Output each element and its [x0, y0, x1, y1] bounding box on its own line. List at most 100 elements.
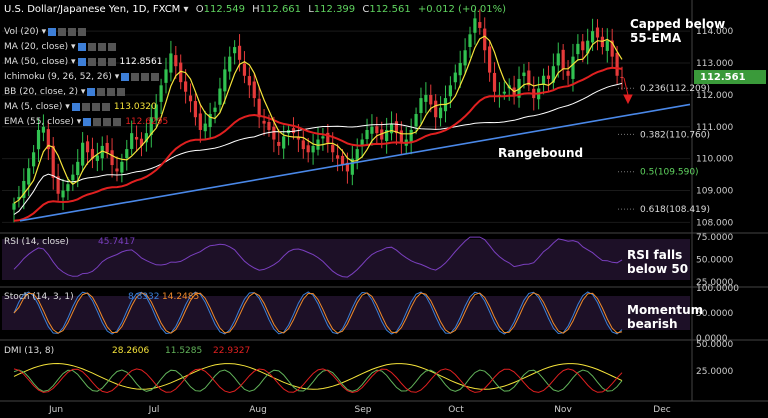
source-icon[interactable]: [91, 102, 100, 111]
candle-body: [336, 155, 340, 159]
indicator-label: Vol (20) ▾: [4, 27, 47, 37]
visibility-icon[interactable]: [83, 117, 92, 126]
annotation-capped: Capped below 55-EMA: [630, 17, 725, 45]
close-icon[interactable]: [107, 42, 116, 51]
source-icon[interactable]: [97, 42, 106, 51]
candle-body: [81, 142, 85, 166]
ohlc-close: C112.561: [362, 4, 411, 15]
close-icon[interactable]: [101, 102, 110, 111]
candle-body: [22, 180, 26, 198]
candle-body: [61, 190, 65, 198]
symbol-title[interactable]: U.S. Dollar/Japanese Yen, 1D, FXCM: [4, 4, 181, 15]
price-tick-label: 110.000: [696, 155, 733, 165]
visibility-icon[interactable]: [77, 42, 86, 51]
fib-level-label: 0.236(112.209): [640, 84, 710, 94]
candle-body: [566, 71, 570, 76]
price-tick-label: 114.000: [696, 27, 733, 37]
indicator-row[interactable]: MA (20, close) ▾: [4, 42, 116, 52]
close-icon[interactable]: [113, 117, 122, 126]
settings-icon[interactable]: [131, 72, 140, 81]
candle-body: [385, 129, 389, 142]
fib-level-label: 0.382(110.760): [640, 130, 710, 140]
source-icon[interactable]: [141, 72, 150, 81]
month-label: Oct: [448, 405, 464, 415]
candle-body: [350, 158, 354, 175]
source-icon[interactable]: [103, 117, 112, 126]
price-tick-label: 108.000: [696, 218, 733, 228]
candle-body: [326, 132, 330, 143]
candle-body: [502, 91, 506, 94]
candle-body: [144, 133, 148, 143]
candle-body: [551, 66, 555, 83]
candle-body: [237, 45, 242, 60]
candle-body: [134, 136, 139, 140]
candle-body: [463, 50, 467, 66]
candle-body: [546, 75, 551, 79]
settings-icon[interactable]: [97, 87, 106, 96]
candle-body: [453, 72, 457, 83]
candle-body: [340, 155, 345, 166]
candle-body: [56, 176, 60, 194]
indicator-row[interactable]: BB (20, close, 2) ▾: [4, 87, 126, 97]
indicator-row[interactable]: Vol (20) ▾: [4, 27, 87, 37]
settings-icon[interactable]: [87, 57, 96, 66]
visibility-icon[interactable]: [87, 87, 96, 96]
rsi-band: [2, 239, 690, 280]
candle-body: [360, 139, 364, 146]
dmi-plus-di-line: [13, 369, 623, 392]
indicator-row[interactable]: MA (5, close) ▾ 113.0320: [4, 102, 157, 112]
candle-body: [458, 63, 462, 76]
ohlc-high: H112.661: [252, 4, 302, 15]
dmi-minus-di-line: [13, 368, 623, 394]
close-icon[interactable]: [107, 57, 116, 66]
candle-body: [174, 55, 178, 67]
dmi-adx-value: 28.2606: [112, 346, 149, 356]
candle-body: [85, 141, 90, 153]
close-icon[interactable]: [78, 27, 87, 36]
candle-body: [193, 101, 198, 118]
candle-body: [517, 78, 521, 98]
annotation-rangebound: Rangebound: [498, 146, 583, 160]
candle-body: [419, 98, 423, 114]
visibility-icon[interactable]: [77, 57, 86, 66]
candle-body: [184, 81, 188, 92]
source-icon[interactable]: [97, 57, 106, 66]
candle-body: [120, 161, 124, 173]
candle-body: [17, 196, 21, 200]
settings-icon[interactable]: [87, 42, 96, 51]
dropdown-arrow-icon[interactable]: ▾: [183, 4, 189, 15]
close-icon[interactable]: [117, 87, 126, 96]
candle-body: [149, 117, 153, 135]
candle-body: [252, 81, 256, 99]
visibility-icon[interactable]: [48, 27, 57, 36]
candle-body: [429, 94, 433, 105]
stoch-band: [2, 296, 690, 330]
source-icon[interactable]: [68, 27, 77, 36]
dmi-tick-label: 25.0000: [696, 367, 733, 377]
indicator-row[interactable]: MA (50, close) ▾ 112.8561: [4, 57, 163, 67]
indicator-label: MA (5, close) ▾: [4, 102, 70, 112]
candle-body: [12, 203, 16, 210]
month-label: Nov: [554, 405, 572, 415]
candle-body: [277, 141, 281, 146]
candle-body: [66, 184, 70, 192]
candle-body: [95, 155, 99, 161]
change-value: +0.012 (+0.01%): [417, 4, 507, 15]
settings-icon[interactable]: [81, 102, 90, 111]
ma5-line: [13, 35, 623, 204]
settings-icon[interactable]: [93, 117, 102, 126]
candle-body: [355, 149, 359, 161]
source-icon[interactable]: [107, 87, 116, 96]
dmi-minus-value: 22.9327: [213, 346, 250, 356]
visibility-icon[interactable]: [71, 102, 80, 111]
candle-body: [203, 123, 207, 132]
candle-body: [615, 52, 619, 76]
candle-body: [424, 94, 428, 102]
candle-body: [316, 139, 320, 150]
visibility-icon[interactable]: [121, 72, 130, 81]
indicator-row[interactable]: Ichimoku (9, 26, 52, 26) ▾: [4, 72, 160, 82]
settings-icon[interactable]: [58, 27, 67, 36]
current-price-label: 112.561: [700, 72, 746, 83]
indicator-row[interactable]: EMA (55, close) ▾ 112.6295: [4, 117, 168, 127]
close-icon[interactable]: [151, 72, 160, 81]
